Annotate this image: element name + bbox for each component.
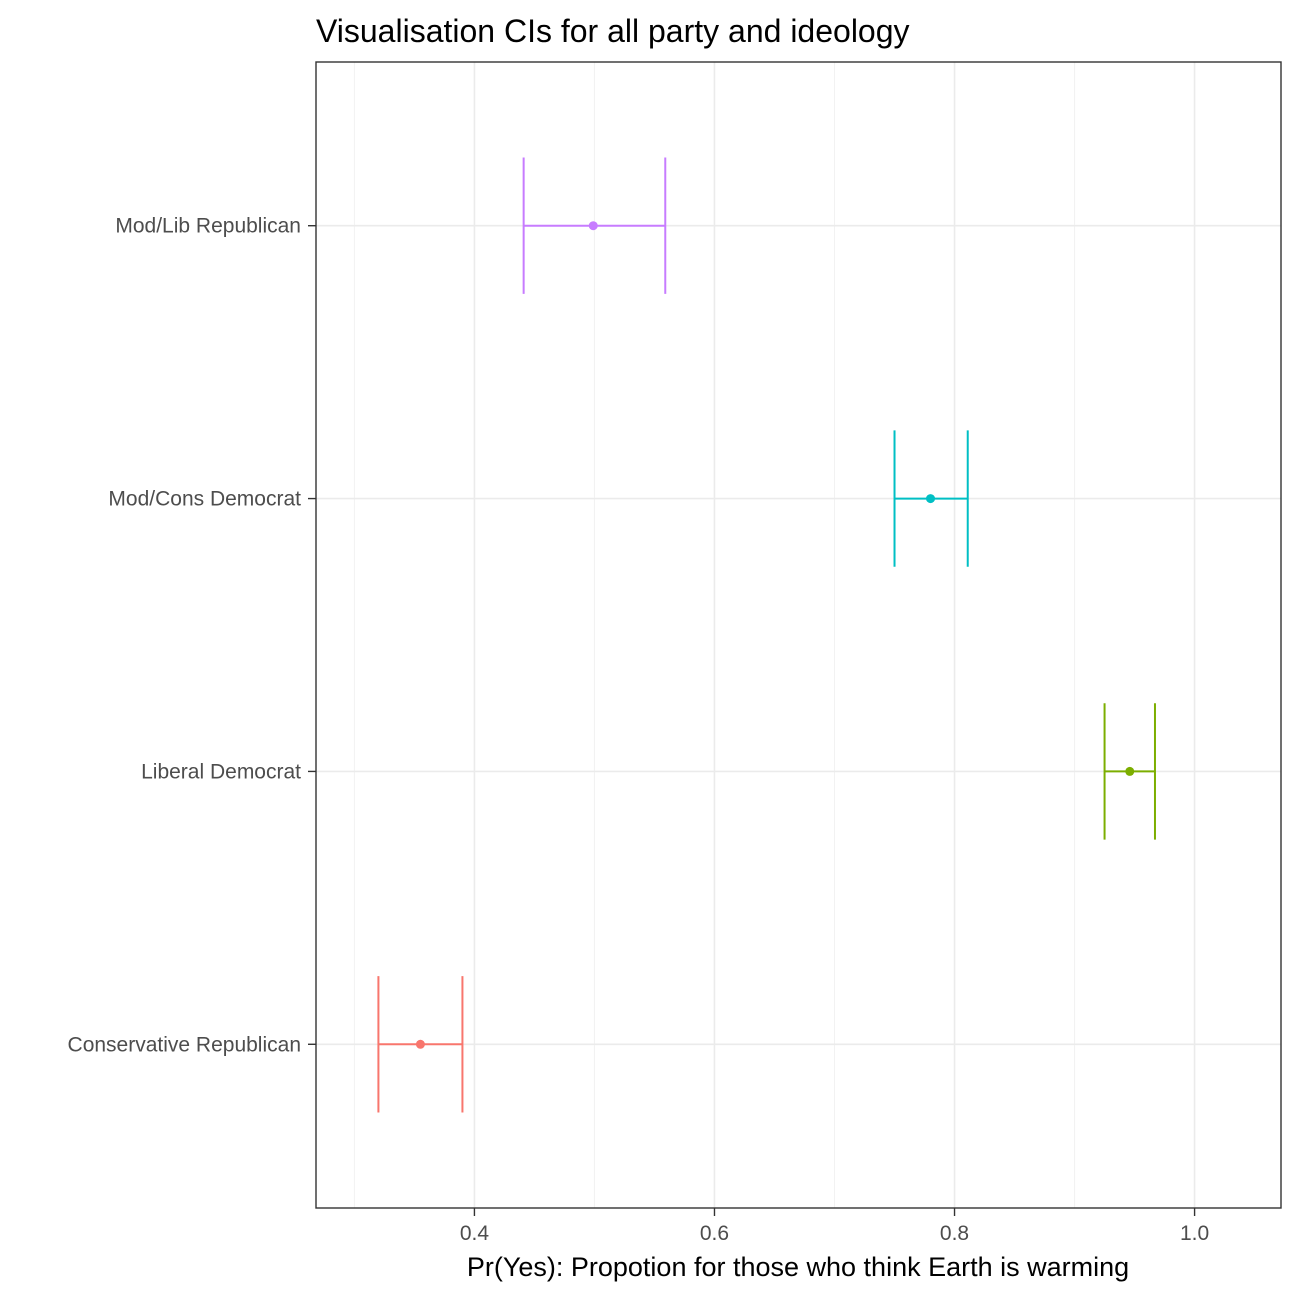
- x-tick-label: 0.6: [700, 1222, 729, 1245]
- x-tick-label: 1.0: [1180, 1222, 1209, 1245]
- errorbar-mod-cons-democrat: [893, 430, 969, 567]
- errorbar-mod-lib-republican: [522, 157, 667, 294]
- error-bars: [377, 157, 1156, 1113]
- grid-lines: [316, 62, 1281, 1208]
- errorbar-liberal-democrat: [1103, 703, 1156, 840]
- y-tick-label: Mod/Lib Republican: [115, 215, 301, 238]
- y-tick-label: Conservative Republican: [68, 1033, 301, 1056]
- y-axis: Conservative Republican Liberal Democrat M…: [68, 215, 316, 1056]
- estimate-point: [1125, 766, 1135, 776]
- y-tick-label: Liberal Democrat: [141, 760, 301, 783]
- y-tick-label: Mod/Cons Democrat: [108, 488, 301, 511]
- x-axis: 0.4 0.6 0.8 1.0: [460, 1208, 1209, 1245]
- chart-title: Visualisation CIs for all party and ideo…: [316, 13, 910, 49]
- errorbar-conservative-republican: [377, 976, 464, 1113]
- x-tick-label: 0.8: [940, 1222, 969, 1245]
- plot-panel-border: [315, 61, 1282, 1209]
- estimate-point: [588, 221, 598, 231]
- x-tick-label: 0.4: [460, 1222, 490, 1245]
- estimate-point: [926, 494, 936, 504]
- x-axis-label: Pr(Yes): Propotion for those who think E…: [467, 1252, 1129, 1282]
- estimate-point: [415, 1039, 425, 1049]
